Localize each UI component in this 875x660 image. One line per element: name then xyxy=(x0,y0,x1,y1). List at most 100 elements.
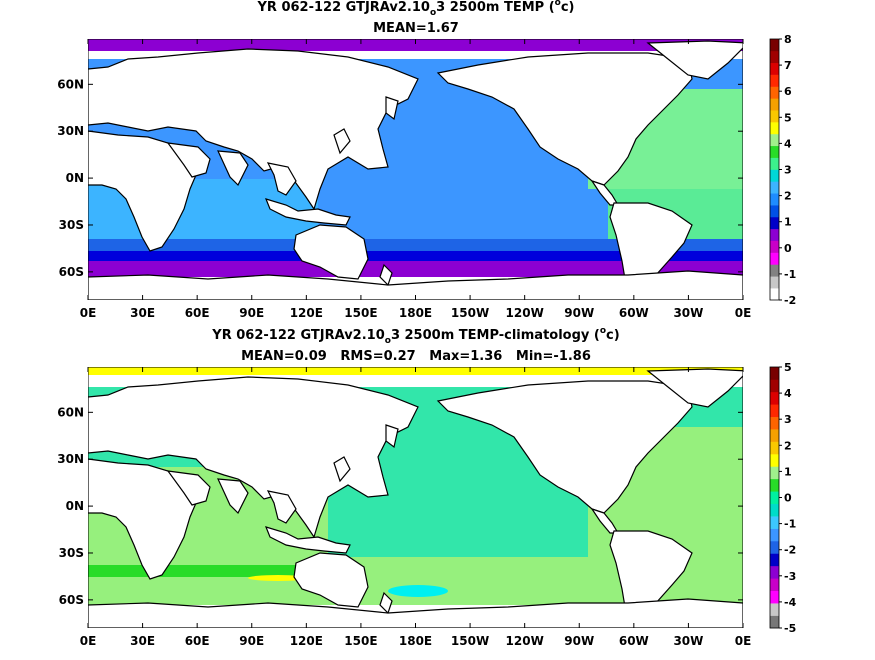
chart-2-map xyxy=(88,367,743,628)
chart-1-x-tick-label: 180E xyxy=(399,306,432,320)
chart-2-colorbar-swatch xyxy=(770,578,779,592)
chart-1-colorbar-swatch xyxy=(770,157,779,170)
chart-1-colorbar-label: 7 xyxy=(784,59,792,72)
chart-1-y-tick-label: 30N xyxy=(57,124,84,138)
panel-1: YR 062-122 GTJRAv2.10o3 2500m TEMP (oc) … xyxy=(57,0,796,320)
chart-2-x-tick-label: 30E xyxy=(130,634,155,648)
chart-2-x-tick-label: 60W xyxy=(619,634,649,648)
chart-1-colorbar-label: 5 xyxy=(784,111,792,124)
chart-2-colorbar-swatch xyxy=(770,454,779,467)
chart-1-colorbar-swatch xyxy=(770,86,779,99)
chart-2-colorbar-label: 0 xyxy=(784,492,792,505)
chart-2-colorbar-swatch xyxy=(770,565,779,579)
chart-1-colorbar-swatch xyxy=(770,276,779,289)
chart-1-map xyxy=(88,39,743,300)
chart-2-y-tick-label: 60N xyxy=(57,405,84,419)
chart-1-x-tick-label: 30E xyxy=(130,306,155,320)
chart-2-x-tick-label: 120W xyxy=(506,634,544,648)
chart-1-x-tick-label: 0E xyxy=(735,306,752,320)
chart-2-y-tick-label: 30S xyxy=(59,546,84,560)
chart-1-x-tick-label: 0E xyxy=(80,306,97,320)
chart-2-warm-patch xyxy=(248,575,308,581)
chart-2-colorbar-swatch xyxy=(770,528,779,542)
chart-2-colorbar-swatch xyxy=(770,429,779,442)
chart-2-colorbar-label: 2 xyxy=(784,439,792,452)
chart-1-x-tick-label: 90E xyxy=(239,306,264,320)
chart-1-colorbar-swatch xyxy=(770,205,779,218)
chart-1-x-tick-label: 90W xyxy=(564,306,594,320)
chart-2-colorbar-label: 3 xyxy=(784,413,792,426)
panel-2: YR 062-122 GTJRAv2.10o3 2500m TEMP-clima… xyxy=(57,326,796,648)
chart-2-x-tick-label: 150E xyxy=(344,634,377,648)
chart-1-colorbar-label: 2 xyxy=(784,190,792,203)
chart-1-colorbar-label: 0 xyxy=(784,242,792,255)
chart-1-x-tick-label: 30W xyxy=(673,306,703,320)
chart-1-colorbar-swatch xyxy=(770,216,779,230)
chart-1-colorbar-swatch xyxy=(770,288,779,301)
chart-1-colorbar-label: 1 xyxy=(784,216,792,229)
chart-2-axes: 0E 30E 60E 90E 120E 150E 180E 150W 120W 90W 60W 30W… xyxy=(57,367,751,648)
chart-1-colorbar-swatch xyxy=(770,145,779,158)
chart-2-southern-strong-band xyxy=(88,565,328,577)
chart-1-colorbar-swatch xyxy=(770,193,779,206)
chart-2-colorbar-swatch xyxy=(770,404,779,418)
chart-1-x-tick-label: 60W xyxy=(619,306,649,320)
chart-1-y-tick-label: 60N xyxy=(57,77,84,91)
chart-1-colorbar-swatch xyxy=(770,169,779,182)
chart-1-colorbar-label: 8 xyxy=(784,33,792,46)
chart-2-colorbar-swatch xyxy=(770,541,779,554)
chart-2-colorbar-swatch xyxy=(770,478,779,492)
chart-2-colorbar: 5 4 3 2 1 0 -1 -2 -3 -4 -5 xyxy=(769,361,797,635)
chart-2-x-tick-label: 0E xyxy=(735,634,752,648)
chart-2-colorbar-swatch xyxy=(770,391,779,405)
chart-1-colorbar-swatch xyxy=(770,74,779,87)
chart-2-colorbar-swatch xyxy=(770,615,779,629)
chart-1-title: YR 062-122 GTJRAv2.10o3 2500m TEMP (oc) xyxy=(257,0,575,18)
chart-1-colorbar-swatch xyxy=(770,98,779,111)
chart-1-colorbar: 8 7 6 5 4 3 2 1 0 -1 -2 xyxy=(769,33,796,307)
chart-2-colorbar-swatch xyxy=(770,416,779,430)
chart-2-colorbar-swatch xyxy=(770,503,779,517)
chart-1-y-tick-label: 30S xyxy=(59,218,84,232)
chart-2-y-tick-label: 60S xyxy=(59,593,84,607)
chart-1-colorbar-swatch xyxy=(770,110,779,123)
chart-2-y-tick-label: 30N xyxy=(57,452,84,466)
chart-1-colorbar-label: 6 xyxy=(784,85,792,98)
chart-1-y-tick-label: 0N xyxy=(66,171,84,185)
chart-2-title: YR 062-122 GTJRAv2.10o3 2500m TEMP-clima… xyxy=(211,326,619,346)
chart-1-x-tick-label: 60E xyxy=(185,306,210,320)
chart-2-colorbar-swatch xyxy=(770,379,779,393)
chart-2-colorbar-label: -1 xyxy=(784,518,796,531)
chart-2-colorbar-label: 1 xyxy=(784,465,792,478)
chart-2-colorbar-label: -5 xyxy=(784,622,796,635)
chart-2-cool-patch xyxy=(388,585,448,597)
chart-1-colorbar-label: -1 xyxy=(784,268,796,281)
chart-1-axes: 0E 30E 60E 90E 120E 150E 180E 150W 120W 90W 60W 30W… xyxy=(57,39,751,320)
chart-1-colorbar-swatch xyxy=(770,252,779,265)
chart-1-colorbar-swatch xyxy=(770,50,779,64)
chart-1-colorbar-swatch xyxy=(770,228,779,241)
chart-2-x-tick-label: 60E xyxy=(185,634,210,648)
chart-2-colorbar-swatch xyxy=(770,603,779,616)
chart-2-colorbar-label: -3 xyxy=(784,570,796,583)
chart-2-colorbar-label: 4 xyxy=(784,387,792,400)
chart-1-colorbar-swatch xyxy=(770,133,779,147)
chart-2-colorbar-swatch xyxy=(770,590,779,604)
chart-1-colorbar-swatch xyxy=(770,122,779,135)
chart-1-x-tick-label: 120E xyxy=(290,306,323,320)
chart-1-colorbar-swatch xyxy=(770,240,779,253)
chart-2-colorbar-label: -2 xyxy=(784,544,796,557)
chart-2-x-tick-label: 120E xyxy=(290,634,323,648)
chart-2-stats: MEAN=0.09 RMS=0.27 Max=1.36 Min=-1.86 xyxy=(241,349,591,364)
chart-2-colorbar-swatch xyxy=(770,441,779,455)
chart-2-x-tick-label: 150W xyxy=(451,634,489,648)
chart-1-southern-band-1 xyxy=(88,239,743,253)
chart-2-x-tick-label: 30W xyxy=(673,634,703,648)
chart-2-x-tick-label: 90E xyxy=(239,634,264,648)
chart-1-x-tick-label: 120W xyxy=(506,306,544,320)
chart-2-colorbar-swatch xyxy=(770,367,779,380)
chart-2-colorbar-swatch xyxy=(770,553,779,567)
chart-1-colorbar-swatch xyxy=(770,181,779,194)
